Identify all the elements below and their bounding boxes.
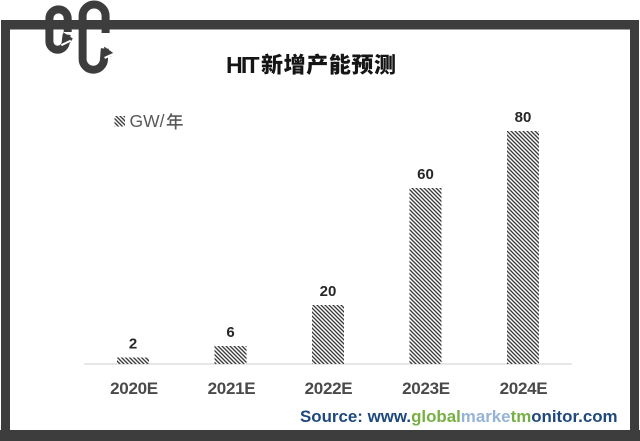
svg-text:HIT: HIT bbox=[226, 52, 259, 78]
svg-text:2020E: 2020E bbox=[110, 379, 158, 398]
svg-text:6: 6 bbox=[226, 324, 234, 341]
svg-text:Source: www.globalmarketmonito: Source: www.globalmarketmonitor.com bbox=[300, 407, 618, 426]
svg-text:80: 80 bbox=[515, 109, 532, 126]
svg-text:2024E: 2024E bbox=[500, 379, 548, 398]
svg-text:60: 60 bbox=[417, 166, 434, 183]
svg-text:2: 2 bbox=[129, 336, 137, 353]
svg-text:2021E: 2021E bbox=[208, 379, 256, 398]
svg-text:GW/: GW/ bbox=[130, 111, 165, 131]
svg-text:2023E: 2023E bbox=[402, 379, 450, 398]
svg-text:20: 20 bbox=[320, 283, 337, 300]
svg-text:2022E: 2022E bbox=[305, 379, 353, 398]
